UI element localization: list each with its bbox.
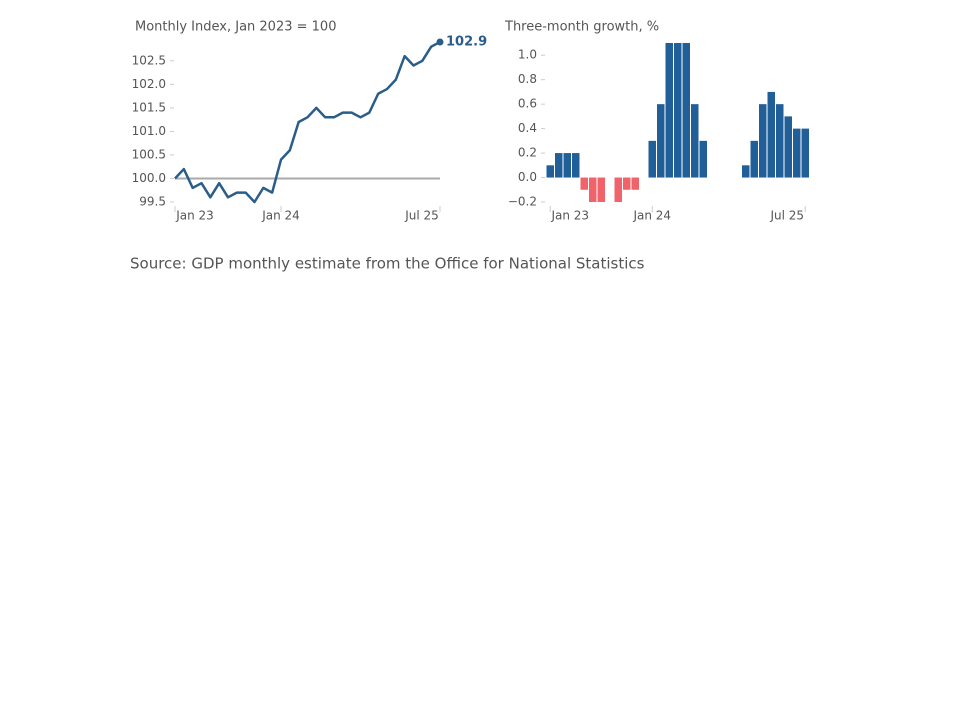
x-tick-label: Jan 24 [261,209,300,223]
bar [801,128,809,178]
bar [580,177,588,190]
bar [563,153,571,178]
bar [648,140,656,178]
y-tick-label: 102.0 [132,77,166,91]
bar [589,177,597,202]
y-tick-label: 99.5 [139,195,166,209]
end-label: 102.9 [446,35,487,50]
bar [674,43,682,178]
y-tick-label: 101.0 [132,124,166,138]
y-tick-label: 100.5 [132,147,166,161]
y-tick-label: 102.5 [132,53,166,67]
bar [546,165,554,178]
bar [631,177,639,190]
bar [665,43,673,178]
bar [767,91,775,178]
end-point [436,38,444,46]
bar [623,177,631,190]
bar [572,153,580,178]
y-tick-label: 0.2 [518,146,537,160]
y-tick-label: −0.2 [508,195,537,209]
x-tick-label: Jan 23 [550,209,589,223]
chart-title: Three-month growth, % [504,20,659,35]
y-tick-label: 0.6 [518,97,537,111]
bar [759,104,767,178]
bar [793,128,801,178]
bar [784,116,792,178]
y-tick-label: 100.0 [132,171,166,185]
bar [699,140,707,178]
bar [742,165,750,178]
x-tick-label: Jul 25 [404,209,439,223]
bar [750,140,758,178]
y-tick-label: 0.4 [518,121,537,135]
line [174,40,441,204]
y-tick-label: 1.0 [518,48,537,62]
bar [776,104,784,178]
bar [614,177,622,202]
bar [657,104,665,178]
x-tick-label: Jan 23 [175,209,214,223]
bar [691,104,699,178]
bar [682,43,690,178]
x-tick-label: Jan 24 [632,209,671,223]
y-tick-label: 0.0 [518,170,537,184]
source: Source: GDP monthly estimate from the Of… [130,255,645,273]
bar [597,177,605,202]
chart-title: Monthly Index, Jan 2023 = 100 [135,20,336,35]
x-tick-label: Jul 25 [769,209,804,223]
y-tick-label: 0.8 [518,72,537,86]
y-tick-label: 101.5 [132,100,166,114]
bar [555,153,563,178]
